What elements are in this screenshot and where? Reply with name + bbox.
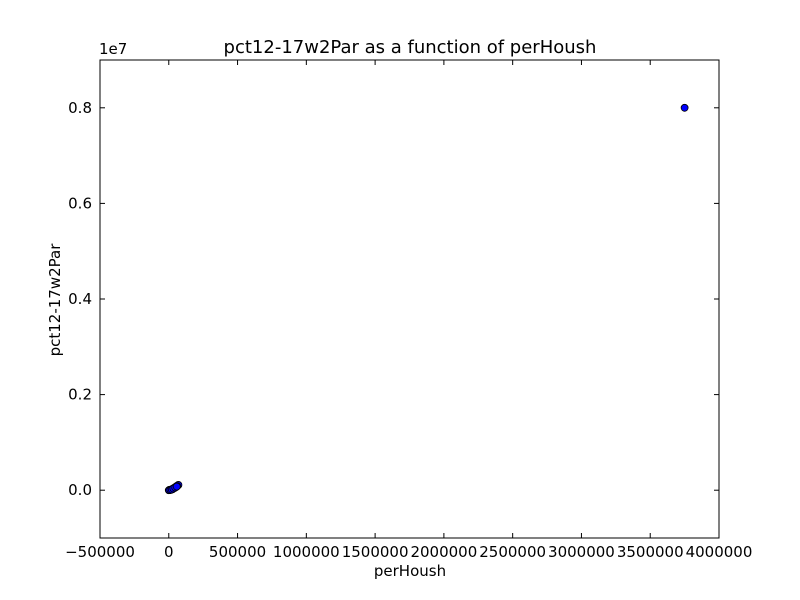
y-tick-label: 0.6 bbox=[68, 194, 92, 212]
y-tick-label: 0.4 bbox=[68, 290, 92, 308]
y-tick-label: 0.0 bbox=[68, 481, 92, 499]
x-tick-label: 3000000 bbox=[548, 543, 615, 561]
chart-title: pct12-17w2Par as a function of perHoush bbox=[224, 37, 597, 58]
data-point bbox=[172, 482, 181, 491]
x-tick-label: 500000 bbox=[209, 543, 266, 561]
plot-area-frame bbox=[99, 59, 720, 539]
x-tick-label: 0 bbox=[164, 543, 174, 561]
y-tick-label: 0.8 bbox=[68, 99, 92, 117]
data-points bbox=[164, 103, 689, 495]
x-axis-label: perHoush bbox=[374, 562, 446, 580]
data-point bbox=[680, 103, 689, 112]
tick-layer: −500000 0 500000 1000000 1500000 2000000 25000… bbox=[65, 60, 752, 561]
x-tick-label: 4000000 bbox=[686, 543, 753, 561]
x-tick-label: 3500000 bbox=[617, 543, 684, 561]
x-tick-label: 2000000 bbox=[410, 543, 477, 561]
x-tick-label: 1000000 bbox=[273, 543, 340, 561]
x-tick-label: −500000 bbox=[65, 543, 135, 561]
y-tick-label: 0.2 bbox=[68, 386, 92, 404]
y-axis-label: pct12-17w2Par bbox=[46, 243, 64, 357]
x-tick-label: 2500000 bbox=[479, 543, 546, 561]
y-axis-offset-label: 1e7 bbox=[99, 40, 127, 58]
x-tick-label: 1500000 bbox=[342, 543, 409, 561]
